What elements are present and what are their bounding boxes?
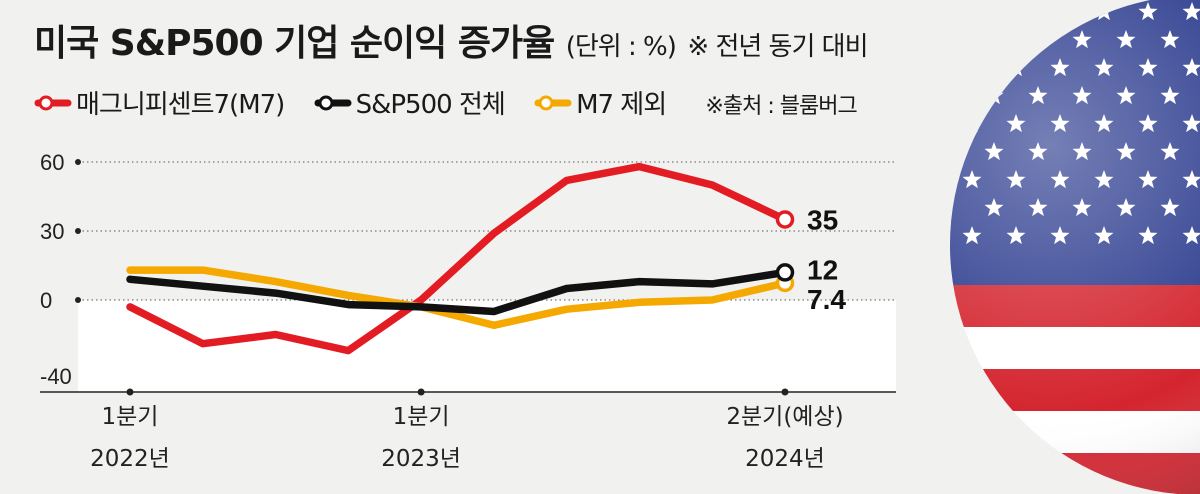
legend-label-ex-m7: M7 제외 [576,90,667,120]
legend-marker-ex-m7 [534,95,572,110]
xtick-dot-0 [126,388,134,396]
ytick-dot-30 [75,228,81,234]
flag-star-icon [1006,2,1026,21]
xtick-dot-9 [781,388,789,396]
flag-star-icon [962,58,982,77]
legend-label-m7: 매그니피센트7(M7) [76,90,285,120]
flag-star-icon [1050,2,1070,21]
legend: 매그니피센트7(M7) S&P500 전체 M7 제외 ※출처 : 블룸버그 [34,84,858,121]
xtick-dot-4 [417,388,425,396]
title-main: 미국 S&P500 기업 순이익 증가율 [34,23,555,64]
series-line-sp500 [126,268,789,316]
end-marker-sp500 [775,263,795,282]
xtick-label-0: 1분기 [102,404,159,430]
legend-label-sp500: S&P500 전체 [355,90,506,120]
legend-item-ex-m7: M7 제외 [534,84,667,121]
title-unit: (단위 : %) [565,32,677,62]
xtick-label-4: 1분기 [393,404,450,430]
series-line-m7 [126,162,789,355]
source-note: ※출처 : 블룸버그 [705,93,857,119]
ytick-label--40: -40 [40,364,72,389]
flag-star-icon [1028,30,1048,49]
xtick-label-9: 2분기(예상) [726,404,843,430]
ytick-dot-0 [75,297,81,303]
ytick-dot-60 [75,159,81,165]
xtick-year-0: 2022년 [90,446,170,472]
legend-item-sp500: S&P500 전체 [314,84,506,121]
ytick-label-60: 60 [40,150,64,175]
legend-marker-sp500 [314,95,352,110]
legend-item-m7: 매그니피센트7(M7) [34,84,285,121]
ytick-label-0: 0 [40,288,52,313]
legend-marker-m7 [34,95,72,110]
xtick-year-9: 2024년 [745,446,825,472]
flag-star-icon [984,30,1004,49]
title-note: ※ 전년 동기 대비 [687,32,868,62]
ytick-label-30: 30 [40,219,64,244]
us-flag-globe-icon [950,0,1200,494]
series-line-ex_m7 [126,266,789,330]
end-label-ex_m7: 7.4 [807,284,846,315]
flag-star-icon [962,2,982,21]
end-label-m7: 35 [807,205,838,236]
xtick-year-4: 2023년 [381,446,461,472]
end-marker-m7 [775,210,795,229]
end-label-sp500: 12 [807,254,838,285]
chart-title: 미국 S&P500 기업 순이익 증가율 (단위 : %) ※ 전년 동기 대비 [34,14,869,66]
